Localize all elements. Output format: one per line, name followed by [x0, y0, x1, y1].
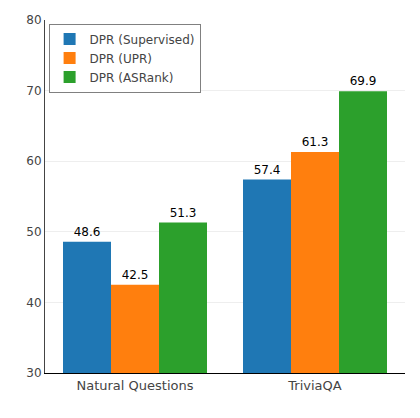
svg-text:57.4: 57.4	[254, 163, 281, 177]
svg-text:70: 70	[26, 84, 41, 98]
svg-text:TriviaQA: TriviaQA	[287, 378, 341, 393]
svg-text:40: 40	[26, 296, 41, 310]
svg-text:DPR (Supervised): DPR (Supervised)	[90, 33, 195, 47]
svg-text:DPR (ASRank): DPR (ASRank)	[90, 71, 174, 85]
svg-text:30: 30	[26, 366, 41, 380]
svg-text:42.5: 42.5	[122, 268, 149, 282]
svg-text:69.9: 69.9	[350, 74, 377, 88]
svg-text:50: 50	[26, 225, 41, 239]
svg-text:DPR (UPR): DPR (UPR)	[90, 52, 152, 66]
svg-text:61.3: 61.3	[302, 135, 329, 149]
svg-text:60: 60	[26, 154, 41, 168]
svg-text:51.3: 51.3	[170, 206, 197, 220]
svg-text:Natural Questions: Natural Questions	[77, 378, 194, 393]
svg-text:48.6: 48.6	[74, 225, 101, 239]
svg-text:80: 80	[26, 13, 41, 27]
